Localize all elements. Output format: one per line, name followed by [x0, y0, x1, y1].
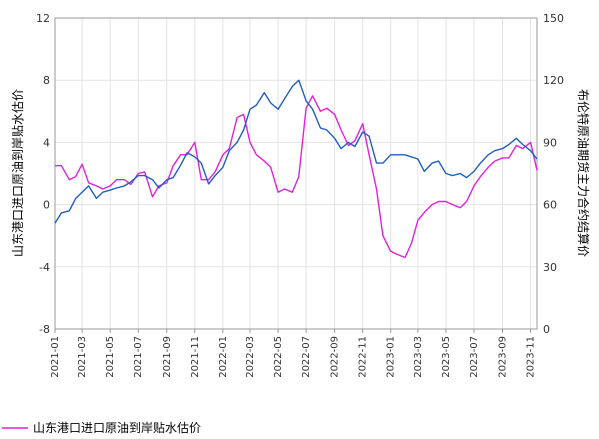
x-tick-label: 2023-05 [441, 336, 452, 378]
x-tick-label: 2022-03 [245, 336, 256, 378]
left-tick-label: -8 [39, 323, 50, 336]
right-axis-title: 布伦特原油期货主力合约结算价 [576, 89, 591, 257]
right-tick-label: 90 [543, 136, 557, 149]
left-axis-title: 山东港口进口原油到岸贴水估价 [11, 89, 25, 257]
series-line-brent [54, 79, 538, 224]
x-tick-label: 2021-09 [162, 336, 173, 378]
x-tick-label: 2023-03 [413, 336, 424, 378]
x-tick-label: 2021-01 [50, 336, 61, 378]
x-tick-label: 2023-11 [526, 336, 537, 378]
left-tick-label: -4 [39, 261, 50, 274]
x-tick-label: 2022-07 [301, 336, 312, 378]
x-tick-label: 2022-11 [358, 336, 369, 378]
left-tick-label: 4 [43, 136, 50, 149]
right-tick-label: 30 [543, 261, 557, 274]
legend: 山东港口进口原油到岸贴水估价 [2, 421, 201, 435]
x-tick-label: 2021-05 [105, 336, 116, 378]
x-tick-label: 2023-07 [469, 336, 480, 378]
x-tick-label: 2022-05 [273, 336, 284, 378]
x-tick-label: 2021-11 [190, 336, 201, 378]
right-tick-label: 150 [543, 12, 564, 25]
x-tick-label: 2021-03 [77, 336, 88, 378]
x-tick-label: 2021-07 [133, 336, 144, 378]
x-tick-label: 2022-01 [218, 336, 229, 378]
left-y-axis: -8 -4 0 4 8 12 [36, 12, 50, 336]
series-layer [54, 79, 538, 259]
left-tick-label: 8 [43, 74, 50, 87]
x-axis: 2021-01 2021-03 2021-05 2021-07 2021-09 2021-… [50, 329, 537, 378]
right-tick-label: 60 [543, 199, 557, 212]
x-tick-label: 2022-09 [330, 336, 341, 378]
x-tick-label: 2023-09 [498, 336, 509, 378]
plot-frame [54, 17, 538, 330]
right-tick-label: 0 [543, 323, 550, 336]
grid [54, 17, 537, 330]
x-tick-label: 2023-01 [386, 336, 397, 378]
right-tick-label: 120 [543, 74, 564, 87]
legend-label-discount: 山东港口进口原油到岸贴水估价 [33, 421, 201, 435]
left-tick-label: 0 [43, 199, 50, 212]
right-y-axis: 0 30 60 90 120 150 [543, 12, 564, 336]
left-tick-label: 12 [36, 12, 50, 25]
